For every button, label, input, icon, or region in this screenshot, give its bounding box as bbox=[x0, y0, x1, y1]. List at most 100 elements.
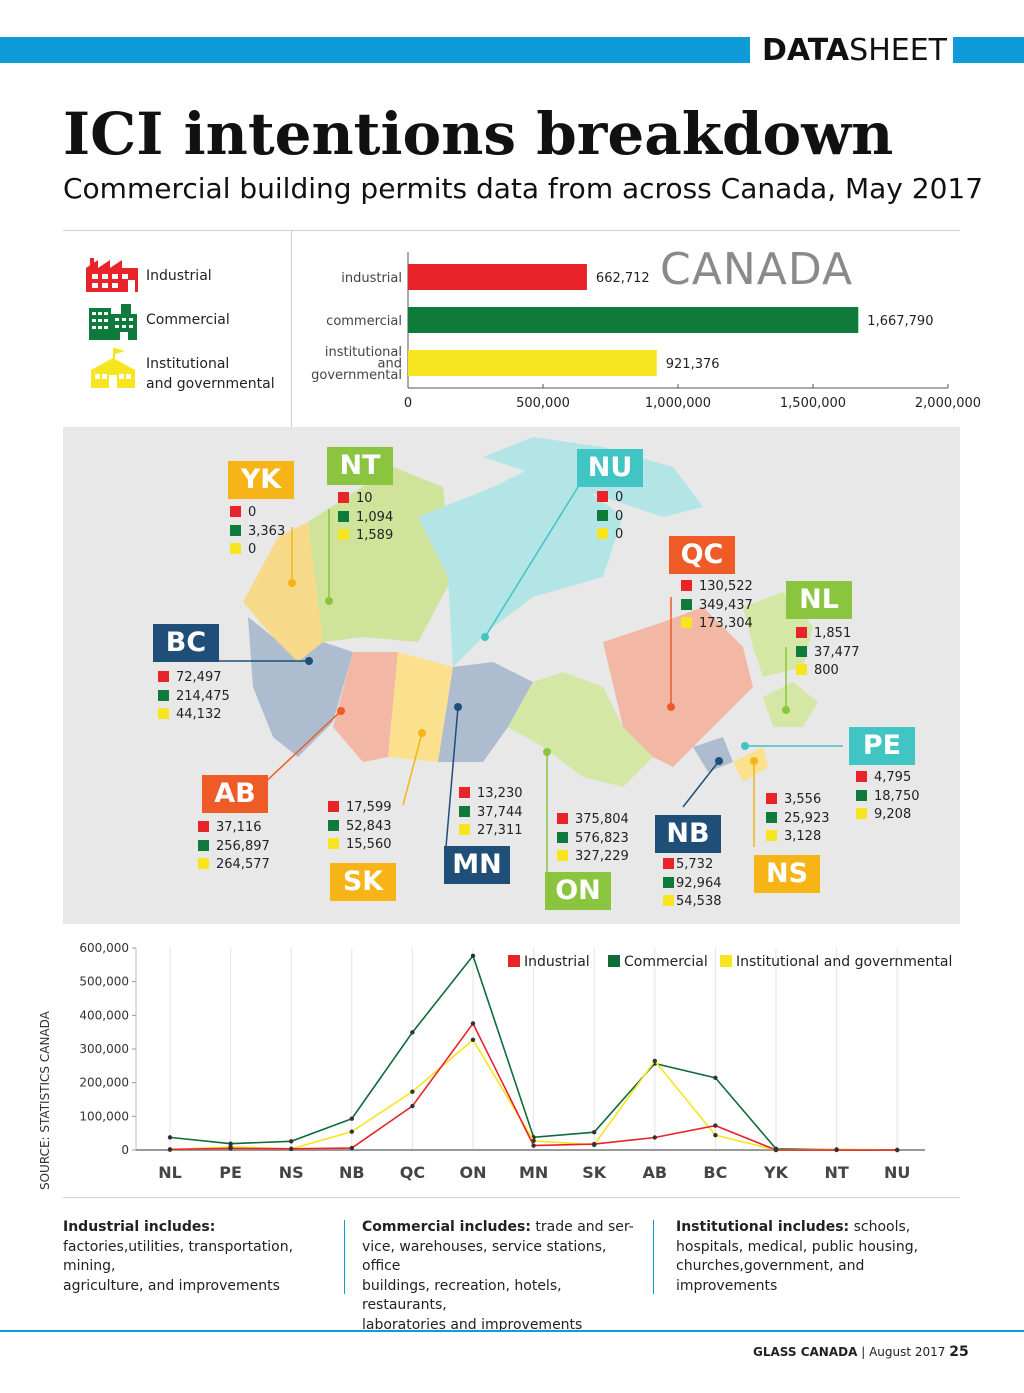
region-saskatchewan bbox=[388, 652, 453, 762]
section-label: DATASHEET bbox=[762, 33, 947, 68]
region-ns bbox=[733, 747, 768, 782]
legend-swatch bbox=[720, 955, 732, 967]
map-panel bbox=[63, 427, 960, 924]
legend-commercial: Commercial bbox=[146, 312, 230, 328]
province-values-nb: 5,732 92,964 54,538 bbox=[663, 856, 722, 912]
data-point bbox=[410, 1103, 415, 1109]
province-label-ab: AB bbox=[202, 775, 268, 813]
canada-bar-value: 662,712 bbox=[596, 271, 650, 286]
province-values-ns: 3,556 25,923 3,128 bbox=[766, 791, 830, 847]
region-yukon bbox=[243, 522, 323, 662]
x-tick-label: AB bbox=[643, 1163, 668, 1182]
x-tick-label: NU bbox=[884, 1163, 910, 1182]
province-label-nl: NL bbox=[786, 581, 852, 619]
legend-industrial: Industrial bbox=[146, 268, 212, 284]
header-bar bbox=[0, 37, 750, 63]
source-note: SOURCE: STATISTICS CANADA bbox=[38, 1011, 52, 1190]
data-point bbox=[895, 1147, 900, 1153]
data-point bbox=[713, 1132, 718, 1138]
data-point bbox=[592, 1130, 597, 1135]
canada-heading: CANADA bbox=[660, 244, 854, 295]
divider-vertical bbox=[344, 1220, 345, 1294]
data-point bbox=[167, 1147, 173, 1152]
province-values-pe: 4,795 18,750 9,208 bbox=[856, 769, 920, 825]
province-values-nl: 1,851 37,477 800 bbox=[796, 625, 860, 681]
data-point bbox=[713, 1075, 718, 1080]
province-label-nu: NU bbox=[577, 449, 643, 487]
data-point bbox=[349, 1145, 354, 1151]
x-tick-label: MN bbox=[519, 1163, 548, 1182]
legend-swatch bbox=[608, 955, 620, 967]
x-tick-label: YK bbox=[763, 1163, 789, 1182]
y-tick-label: 400,000 bbox=[79, 1008, 129, 1022]
province-values-bc: 72,497 214,475 44,132 bbox=[158, 669, 230, 725]
province-values-yk: 0 3,363 0 bbox=[230, 504, 285, 560]
data-point bbox=[470, 1037, 476, 1043]
y-tick-label: 100,000 bbox=[79, 1109, 129, 1123]
province-values-mn: 13,230 37,744 27,311 bbox=[459, 785, 523, 841]
legend-label: Institutional and governmental bbox=[736, 954, 952, 970]
data-point bbox=[228, 1146, 233, 1151]
page-footer: GLASS CANADA | August 2017 25 bbox=[753, 1344, 969, 1360]
x-tick-label: NS bbox=[279, 1163, 304, 1182]
province-values-ab: 37,116 256,897 264,577 bbox=[198, 819, 270, 875]
canada-bar-label: industrial bbox=[341, 271, 402, 286]
province-label-on: ON bbox=[545, 872, 611, 910]
legend-label: Commercial bbox=[624, 954, 708, 970]
legend-swatch bbox=[508, 955, 520, 967]
x-tick-label: QC bbox=[400, 1163, 425, 1182]
region-quebec bbox=[603, 607, 753, 767]
region-ontario bbox=[508, 672, 653, 787]
province-values-nt: 10 1,094 1,589 bbox=[338, 490, 393, 546]
data-point bbox=[289, 1139, 294, 1144]
page-title: ICI intentions breakdown bbox=[63, 100, 894, 168]
data-point bbox=[470, 953, 476, 959]
x-tick-label: 2,000,000 bbox=[915, 396, 981, 411]
canada-bar-value: 921,376 bbox=[666, 357, 720, 372]
data-point bbox=[713, 1123, 718, 1128]
divider-vertical bbox=[653, 1220, 654, 1294]
canada-bar-label: governmental bbox=[311, 368, 402, 383]
province-label-nb: NB bbox=[655, 815, 721, 853]
x-tick-label: BC bbox=[703, 1163, 727, 1182]
province-values-on: 375,804 576,823 327,229 bbox=[557, 811, 629, 867]
legend-institutional: Institutional and governmental bbox=[146, 356, 275, 392]
region-manitoba bbox=[438, 662, 533, 762]
province-label-nt: NT bbox=[327, 447, 393, 485]
header-bar-right bbox=[953, 37, 1024, 63]
divider-vertical bbox=[291, 231, 292, 427]
canada-bar bbox=[408, 264, 587, 290]
province-label-ns: NS bbox=[754, 855, 820, 893]
data-point bbox=[349, 1129, 354, 1134]
canada-bar-label: institutional bbox=[325, 345, 402, 360]
canada-bar bbox=[408, 350, 657, 376]
province-label-yk: YK bbox=[228, 461, 294, 499]
institutional-description: Institutional includes: schools, hospita… bbox=[676, 1219, 919, 1294]
x-tick-label: PE bbox=[219, 1163, 242, 1182]
province-label-sk: SK bbox=[330, 863, 396, 901]
x-tick-label: 0 bbox=[404, 396, 412, 411]
data-point bbox=[652, 1058, 657, 1064]
x-tick-label: NL bbox=[158, 1163, 182, 1182]
canada-bar-chart: 662,712 industrial 1,667,790 commercial 921,… bbox=[311, 252, 981, 411]
canada-bar-value: 1,667,790 bbox=[867, 314, 933, 329]
data-point bbox=[531, 1143, 536, 1148]
y-tick-label: 600,000 bbox=[79, 941, 129, 955]
x-tick-label: ON bbox=[460, 1163, 487, 1182]
province-values-sk: 17,599 52,843 15,560 bbox=[328, 799, 392, 855]
office-building-icon bbox=[87, 300, 139, 346]
factory-icon bbox=[84, 254, 140, 298]
province-label-bc: BC bbox=[153, 624, 219, 662]
data-point bbox=[289, 1146, 294, 1152]
canada-bar-label: commercial bbox=[326, 314, 402, 329]
leader-lines bbox=[216, 486, 843, 877]
y-tick-label: 0 bbox=[121, 1143, 129, 1157]
x-tick-label: NB bbox=[339, 1163, 365, 1182]
data-point bbox=[410, 1089, 415, 1094]
data-point bbox=[592, 1141, 597, 1147]
x-tick-label: 1,500,000 bbox=[780, 396, 846, 411]
data-point bbox=[349, 1116, 354, 1121]
data-point bbox=[167, 1135, 173, 1140]
province-line-chart: 600,000 500,000 400,000 300,000 200,000 100,0… bbox=[79, 941, 952, 1182]
region-bc bbox=[248, 617, 353, 757]
